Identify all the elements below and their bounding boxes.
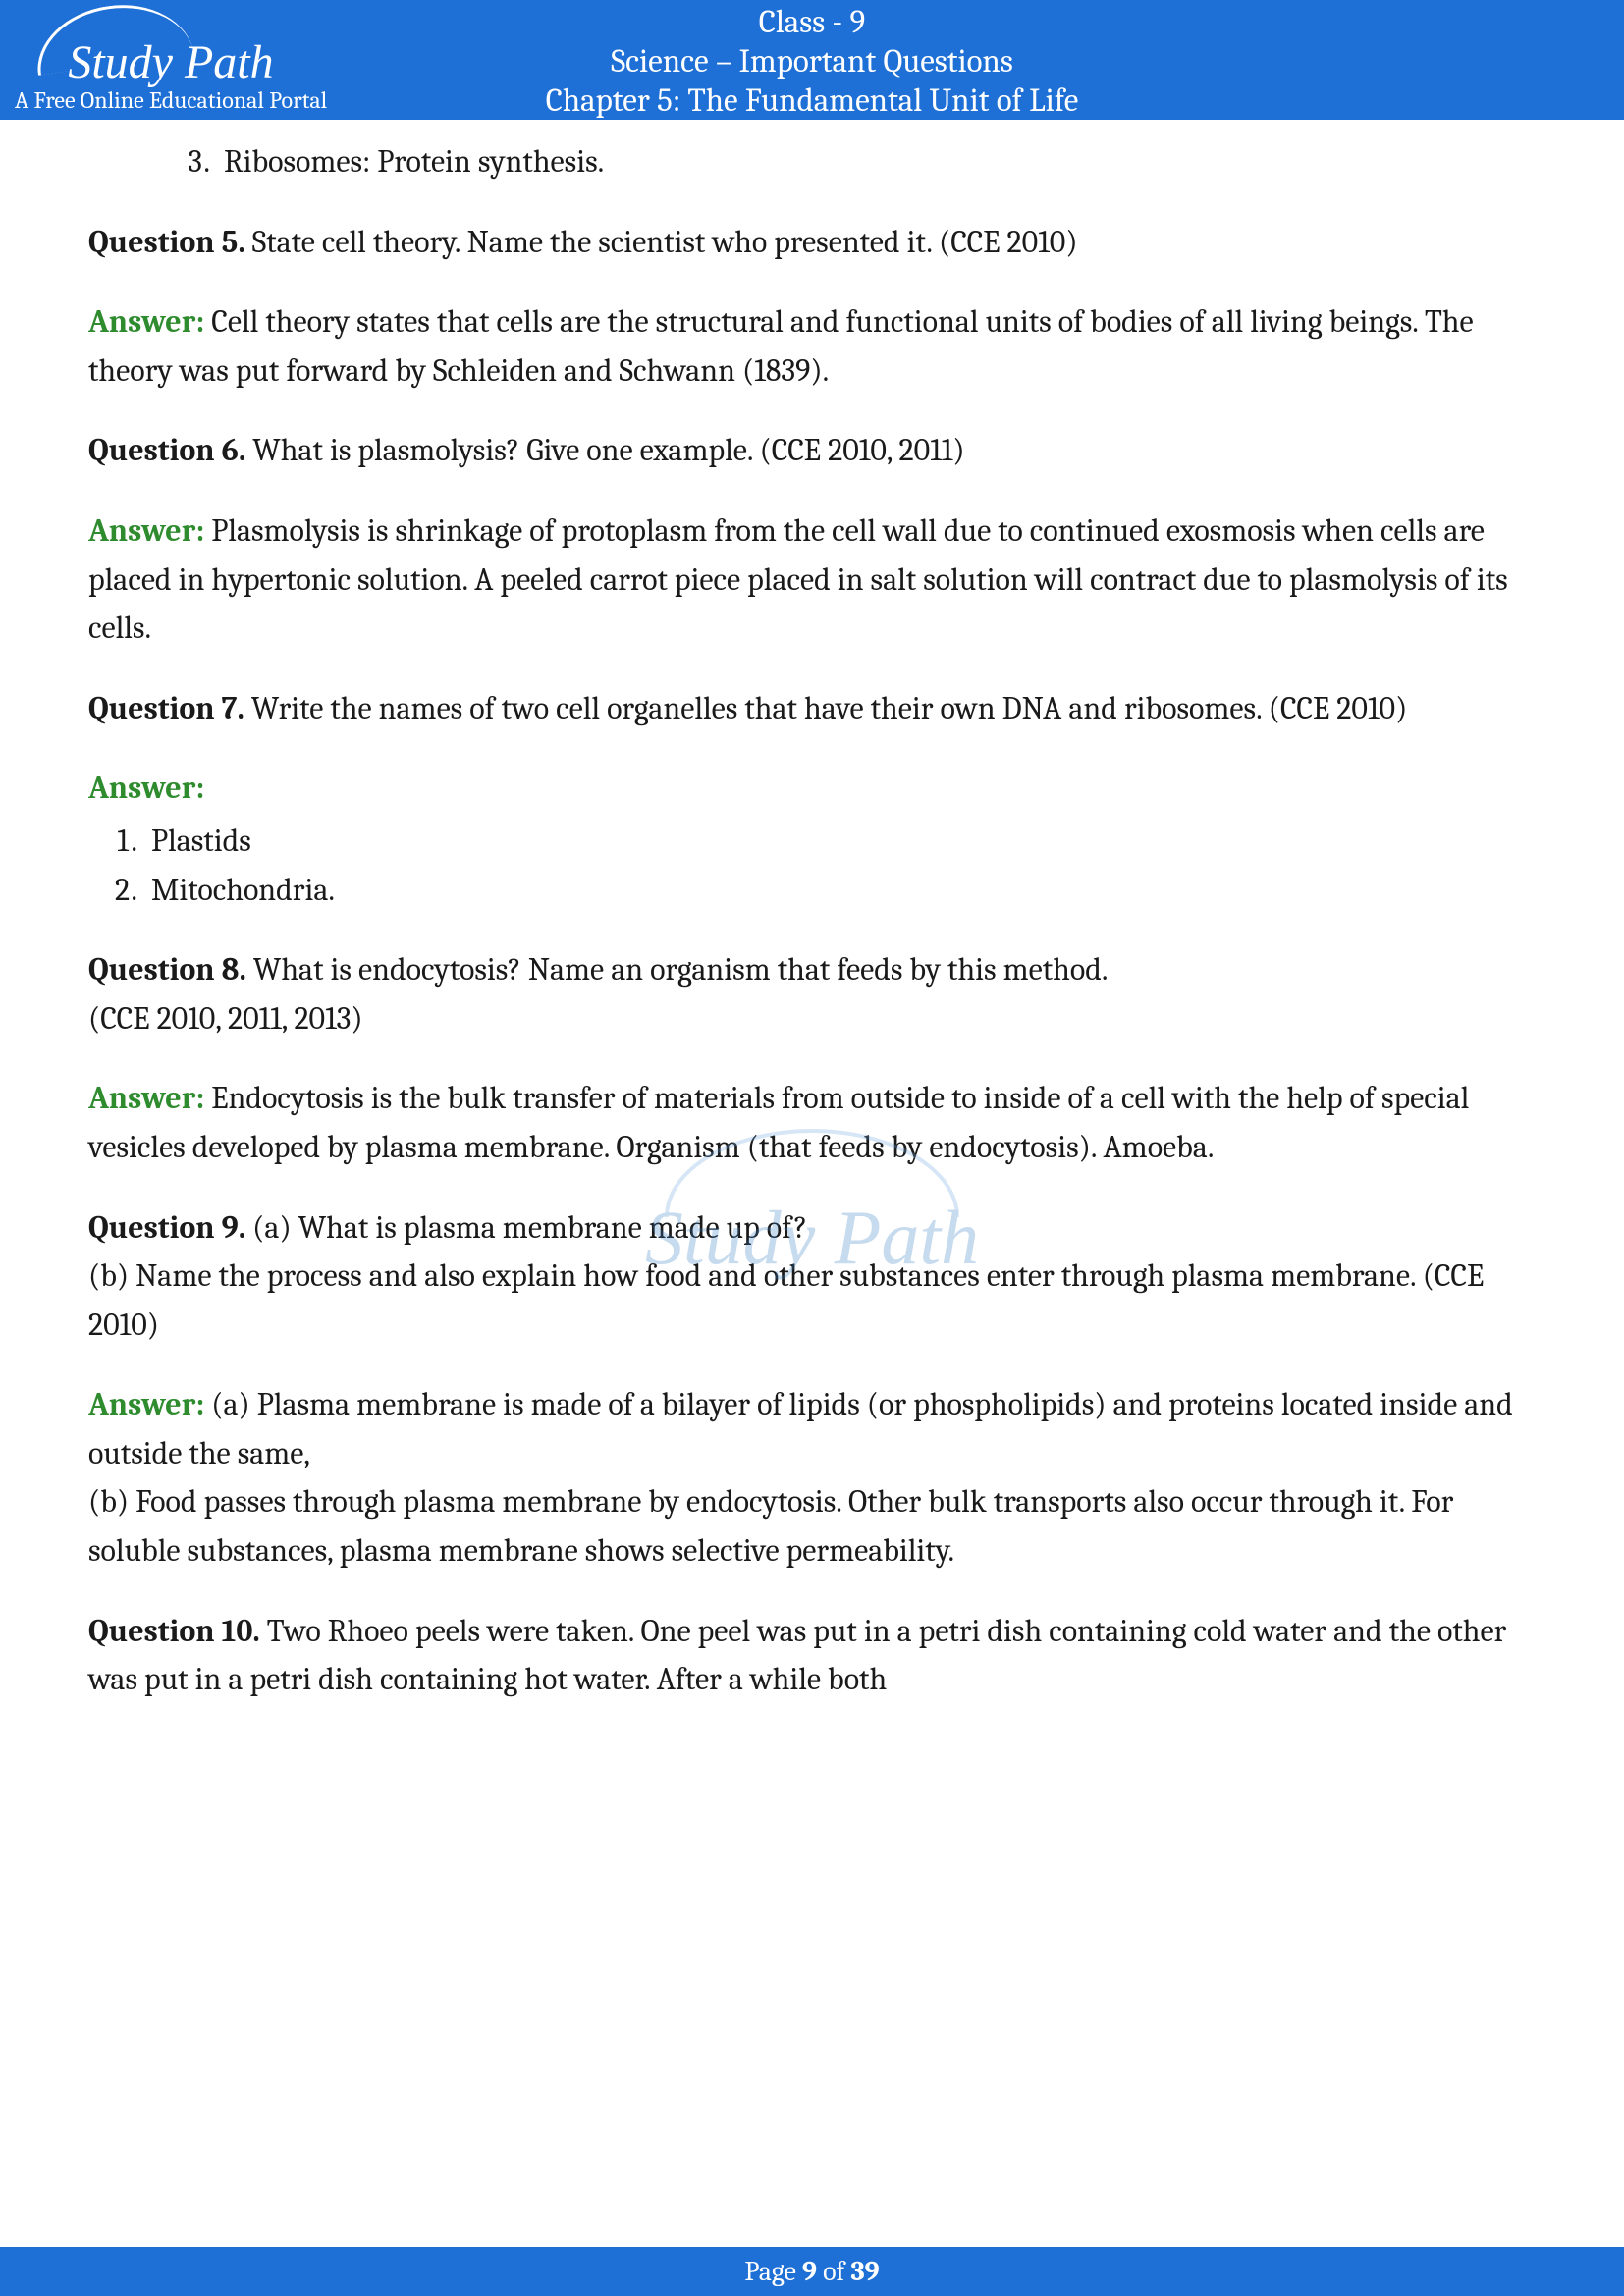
answer-text-b: (b) Food passes through plasma membrane … xyxy=(88,1483,1453,1569)
answer-label: Answer: xyxy=(88,303,204,340)
question-text-b: (b) Name the process and also explain ho… xyxy=(88,1257,1484,1343)
answer-text: Plasmolysis is shrinkage of protoplasm f… xyxy=(88,512,1508,646)
answer-text-a: (a) Plasma membrane is made of a bilayer… xyxy=(88,1386,1513,1471)
question-8: Question 8. What is endocytosis? Name an… xyxy=(88,945,1536,1042)
answer-text: Cell theory states that cells are the st… xyxy=(88,303,1474,389)
question-5: Question 5. State cell theory. Name the … xyxy=(88,218,1536,267)
question-label: Question 10. xyxy=(88,1613,260,1649)
list-item: Mitochondria. xyxy=(143,866,1536,915)
answer-9: Answer: (a) Plasma membrane is made of a… xyxy=(88,1380,1536,1575)
question-6: Question 6. What is plasmolysis? Give on… xyxy=(88,426,1536,475)
logo-tagline: A Free Online Educational Portal xyxy=(15,86,327,114)
page-content: Ribosomes: Protein synthesis. Question 5… xyxy=(0,120,1624,1704)
answer-8: Answer: Endocytosis is the bulk transfer… xyxy=(88,1074,1536,1171)
logo-block: Study Path A Free Online Educational Por… xyxy=(14,0,328,120)
question-text: Two Rhoeo peels were taken. One peel was… xyxy=(88,1613,1506,1698)
footer-prefix: Page xyxy=(744,2256,802,2287)
page-footer: Page 9 of 39 xyxy=(0,2247,1624,2296)
continued-list: Ribosomes: Protein synthesis. xyxy=(88,137,1536,187)
question-label: Question 7. xyxy=(88,690,244,726)
page-header: Study Path A Free Online Educational Por… xyxy=(0,0,1624,120)
question-label: Question 6. xyxy=(88,432,245,468)
question-7: Question 7. Write the names of two cell … xyxy=(88,684,1536,733)
answer-label: Answer: xyxy=(88,1386,204,1422)
question-label: Question 8. xyxy=(88,951,246,988)
question-label: Question 5. xyxy=(88,224,245,260)
list-item: Ribosomes: Protein synthesis. xyxy=(216,137,1536,187)
question-10: Question 10. Two Rhoeo peels were taken.… xyxy=(88,1607,1536,1704)
question-label: Question 9. xyxy=(88,1209,245,1246)
question-text: What is plasmolysis? Give one example. (… xyxy=(245,432,964,468)
question-text: What is endocytosis? Name an organism th… xyxy=(246,951,1109,988)
question-9: Question 9. (a) What is plasma membrane … xyxy=(88,1203,1536,1350)
answer-5: Answer: Cell theory states that cells ar… xyxy=(88,297,1536,395)
answer-7-list: Plastids Mitochondria. xyxy=(88,817,1536,914)
answer-text: Endocytosis is the bulk transfer of mate… xyxy=(88,1080,1469,1165)
footer-mid: of xyxy=(817,2256,851,2287)
footer-page: 9 xyxy=(802,2256,817,2287)
question-text-a: (a) What is plasma membrane made up of? xyxy=(245,1209,807,1246)
question-text: State cell theory. Name the scientist wh… xyxy=(245,224,1078,260)
list-item: Plastids xyxy=(143,817,1536,866)
answer-7: Answer: Plastids Mitochondria. xyxy=(88,764,1536,914)
answer-label: Answer: xyxy=(88,770,204,806)
footer-total: 39 xyxy=(850,2256,879,2287)
answer-label: Answer: xyxy=(88,1080,204,1116)
question-ref: (CCE 2010, 2011, 2013) xyxy=(88,1000,363,1037)
question-text: Write the names of two cell organelles t… xyxy=(244,690,1407,726)
answer-6: Answer: Plasmolysis is shrinkage of prot… xyxy=(88,507,1536,653)
answer-label: Answer: xyxy=(88,512,204,549)
